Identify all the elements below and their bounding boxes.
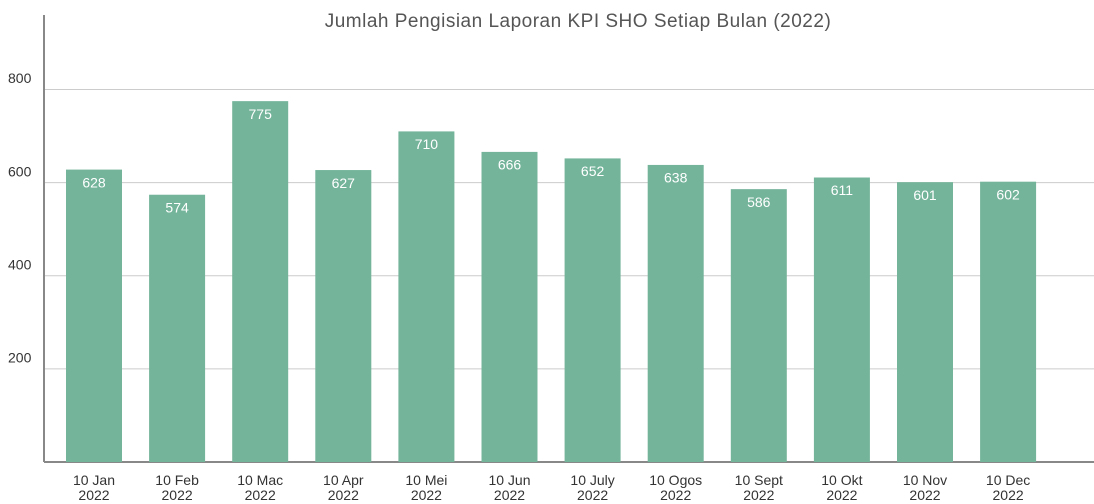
- x-tick-label: 10 Okt 2022: [821, 472, 863, 503]
- value-label: 710: [415, 136, 439, 152]
- value-label: 652: [581, 163, 605, 179]
- bar: [980, 181, 1037, 462]
- y-tick-label: 600: [8, 163, 32, 179]
- bar: [149, 194, 206, 462]
- value-label: 638: [664, 170, 688, 186]
- value-label: 601: [913, 187, 937, 203]
- x-tick-label: 10 Mei 2022: [405, 472, 448, 503]
- value-label: 627: [332, 175, 356, 191]
- y-tick-label: 200: [8, 350, 32, 366]
- value-label: 586: [747, 194, 771, 210]
- x-tick-label: 10 Jan 2022: [72, 472, 116, 503]
- bar: [564, 158, 621, 462]
- value-label: 628: [82, 174, 106, 190]
- bar: [232, 101, 289, 462]
- bar: [481, 151, 538, 463]
- y-tick-label: 800: [8, 70, 32, 86]
- value-label: 611: [831, 182, 854, 198]
- x-tick-label: 10 Dec 2022: [985, 472, 1031, 503]
- bar: [315, 170, 372, 462]
- value-label: 666: [498, 157, 522, 173]
- bar: [66, 169, 122, 462]
- bar: [398, 131, 455, 462]
- y-tick-label: 400: [8, 256, 32, 272]
- bar: [647, 164, 704, 462]
- value-label: 574: [165, 199, 189, 215]
- x-tick-label: 10 July 2022: [570, 472, 615, 503]
- bar: [730, 189, 787, 463]
- value-label: 775: [249, 106, 273, 122]
- bar: [897, 182, 953, 463]
- x-tick-label: 10 Jun 2022: [488, 472, 531, 503]
- chart-title: Jumlah Pengisian Laporan KPI SHO Setiap …: [325, 11, 832, 32]
- x-tick-label: 10 Nov 2022: [902, 472, 948, 503]
- x-tick-label: 10 Mac 2022: [237, 472, 284, 503]
- x-tick-label: 10 Feb 2022: [155, 472, 199, 503]
- value-label: 602: [996, 186, 1020, 202]
- x-tick-label: 10 Sept 2022: [734, 472, 783, 503]
- x-tick-label: 10 Ogos 2022: [649, 472, 703, 503]
- x-tick-label: 10 Apr 2022: [323, 472, 364, 503]
- bar: [813, 177, 870, 463]
